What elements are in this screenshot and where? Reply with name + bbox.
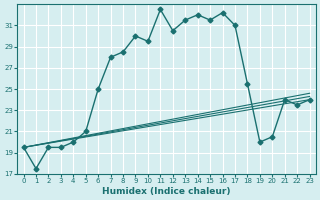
X-axis label: Humidex (Indice chaleur): Humidex (Indice chaleur) — [102, 187, 231, 196]
